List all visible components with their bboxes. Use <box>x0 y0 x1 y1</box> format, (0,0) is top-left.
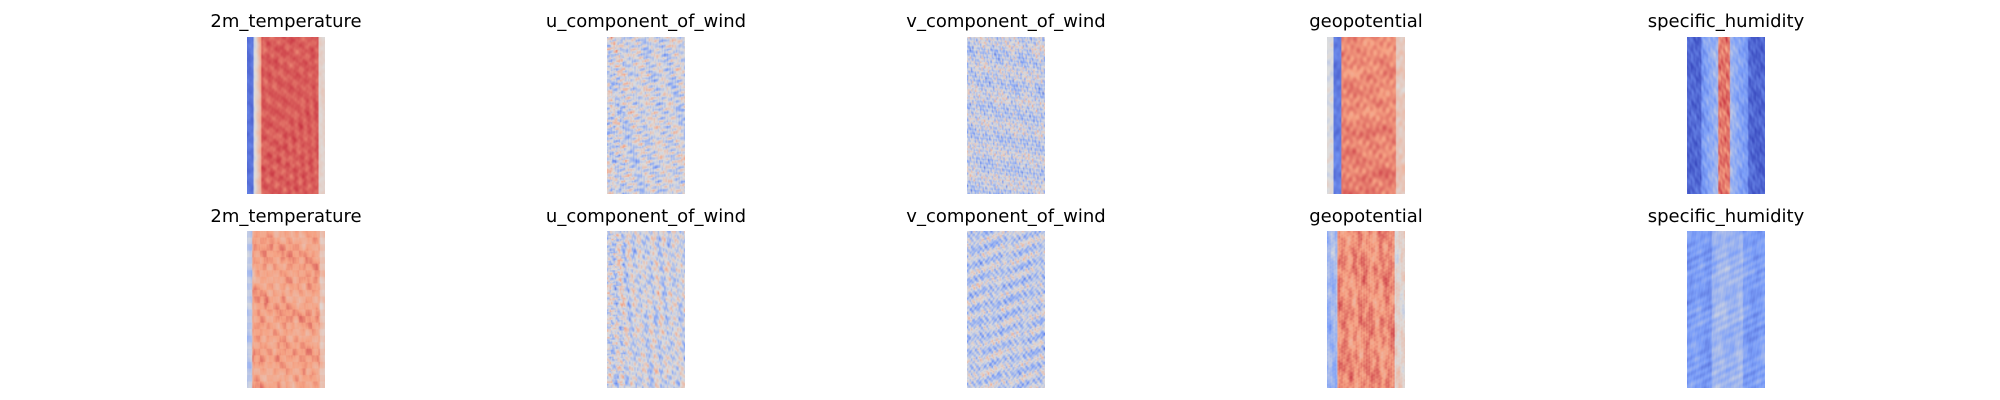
panel-title: v_component_of_wind <box>906 11 1106 32</box>
panel-title: specific_humidity <box>1647 206 1805 227</box>
heatmap-specific-humidity-top <box>1687 37 1765 194</box>
heatmap-geopotential-bottom <box>1327 231 1405 388</box>
heatmap-2m-temperature-bottom <box>247 231 325 388</box>
heatmap-2m-temperature-top <box>247 37 325 194</box>
heatmap-specific-humidity-bottom <box>1687 231 1765 388</box>
heatmap-geopotential-top <box>1327 37 1405 194</box>
panel-title: specific_humidity <box>1647 11 1805 32</box>
heatmap-u-wind-top <box>607 37 685 194</box>
heatmap-v-wind-bottom <box>967 231 1045 388</box>
panel-title: v_component_of_wind <box>906 206 1106 227</box>
panel-title: u_component_of_wind <box>545 206 747 227</box>
heatmap-u-wind-bottom <box>607 231 685 388</box>
panel-title: 2m_temperature <box>210 206 362 227</box>
panel-title: geopotential <box>1309 206 1423 227</box>
heatmap-v-wind-top <box>967 37 1045 194</box>
panel-title: 2m_temperature <box>210 11 362 32</box>
panel-title: u_component_of_wind <box>545 11 747 32</box>
panel-title: geopotential <box>1309 11 1423 32</box>
